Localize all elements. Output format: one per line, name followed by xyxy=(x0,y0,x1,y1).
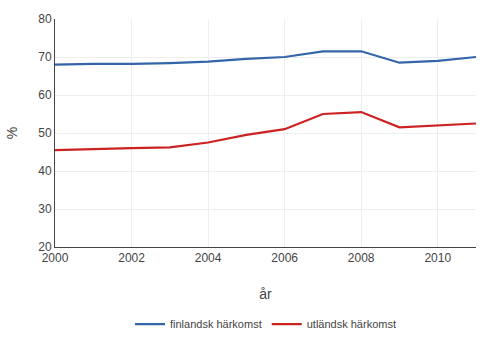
svg-text:finlandsk härkomst: finlandsk härkomst xyxy=(170,318,262,330)
svg-text:2000: 2000 xyxy=(42,251,69,265)
svg-text:20: 20 xyxy=(38,240,52,254)
svg-text:2008: 2008 xyxy=(348,251,375,265)
svg-text:2004: 2004 xyxy=(195,251,222,265)
svg-text:70: 70 xyxy=(38,50,52,64)
svg-text:2006: 2006 xyxy=(271,251,298,265)
svg-text:40: 40 xyxy=(38,164,52,178)
svg-text:år: år xyxy=(259,286,272,302)
svg-text:80: 80 xyxy=(38,12,52,26)
svg-text:%: % xyxy=(4,127,20,139)
svg-text:50: 50 xyxy=(38,126,52,140)
svg-text:60: 60 xyxy=(38,88,52,102)
svg-text:utländsk härkomst: utländsk härkomst xyxy=(307,318,396,330)
svg-text:2010: 2010 xyxy=(424,251,451,265)
svg-text:30: 30 xyxy=(38,202,52,216)
svg-text:2002: 2002 xyxy=(118,251,145,265)
